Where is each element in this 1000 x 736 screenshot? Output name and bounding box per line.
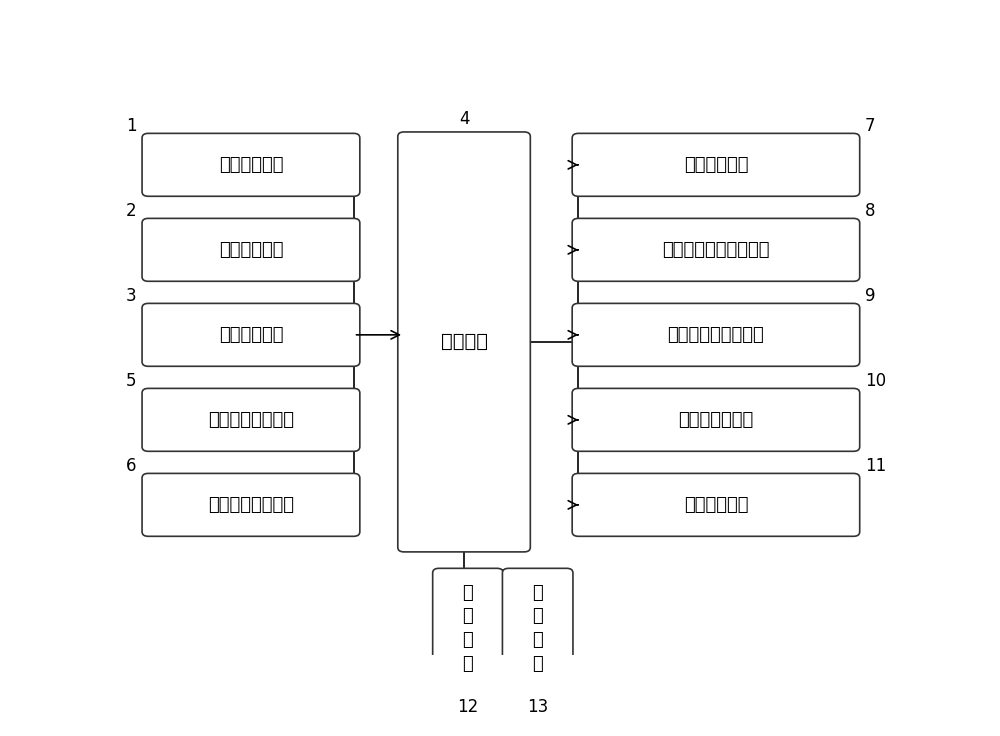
Text: 1: 1 bbox=[126, 117, 137, 135]
Text: 9: 9 bbox=[865, 287, 876, 305]
Text: 暂态分量提取模块: 暂态分量提取模块 bbox=[208, 496, 294, 514]
FancyBboxPatch shape bbox=[572, 133, 860, 197]
Text: 数据存储模块: 数据存储模块 bbox=[684, 496, 748, 514]
FancyBboxPatch shape bbox=[398, 132, 530, 552]
Text: 2: 2 bbox=[126, 202, 137, 220]
Text: 3: 3 bbox=[126, 287, 137, 305]
FancyBboxPatch shape bbox=[142, 219, 360, 281]
Text: 12: 12 bbox=[457, 698, 479, 715]
FancyBboxPatch shape bbox=[572, 473, 860, 537]
Text: 电流检测模块: 电流检测模块 bbox=[219, 156, 283, 174]
Text: 电压检测模块: 电压检测模块 bbox=[219, 241, 283, 259]
Text: 变化曲线绘制模块: 变化曲线绘制模块 bbox=[208, 411, 294, 429]
Text: 终
端
模
块: 终 端 模 块 bbox=[463, 584, 473, 673]
Text: 故障检测模块: 故障检测模块 bbox=[219, 326, 283, 344]
Text: 5: 5 bbox=[126, 372, 137, 390]
FancyBboxPatch shape bbox=[572, 303, 860, 367]
Text: 11: 11 bbox=[865, 457, 886, 475]
Text: 故障识别模块: 故障识别模块 bbox=[684, 156, 748, 174]
FancyBboxPatch shape bbox=[142, 303, 360, 367]
Text: 显
示
模
块: 显 示 模 块 bbox=[532, 584, 543, 673]
FancyBboxPatch shape bbox=[142, 473, 360, 537]
Text: 相位差求取模块: 相位差求取模块 bbox=[678, 411, 754, 429]
FancyBboxPatch shape bbox=[142, 133, 360, 197]
FancyBboxPatch shape bbox=[502, 568, 573, 688]
FancyBboxPatch shape bbox=[142, 389, 360, 451]
Text: 6: 6 bbox=[126, 457, 137, 475]
Text: 13: 13 bbox=[527, 698, 548, 715]
Text: 7: 7 bbox=[865, 117, 876, 135]
FancyBboxPatch shape bbox=[572, 389, 860, 451]
Text: 最高频分量求取模块: 最高频分量求取模块 bbox=[668, 326, 764, 344]
Text: 电能质量信号分析模块: 电能质量信号分析模块 bbox=[662, 241, 770, 259]
FancyBboxPatch shape bbox=[433, 568, 503, 688]
Text: 4: 4 bbox=[459, 110, 469, 128]
Text: 10: 10 bbox=[865, 372, 886, 390]
Text: 8: 8 bbox=[865, 202, 876, 220]
FancyBboxPatch shape bbox=[572, 219, 860, 281]
Text: 主控模块: 主控模块 bbox=[441, 333, 488, 351]
